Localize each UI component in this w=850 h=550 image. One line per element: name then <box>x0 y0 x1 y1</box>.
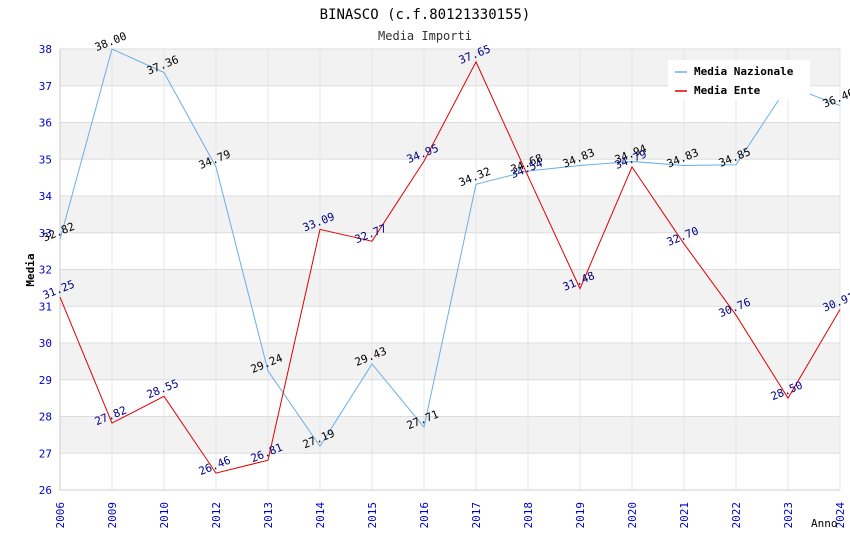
legend-label-ente: Media Ente <box>694 84 761 97</box>
y-tick-label: 38 <box>39 43 52 56</box>
series-line-nazionale <box>59 48 841 448</box>
grid-band <box>60 416 840 454</box>
x-tick-label: 2010 <box>158 502 171 529</box>
series-line-ente <box>59 60 841 474</box>
y-tick-label: 34 <box>39 190 53 203</box>
series-lines <box>59 48 841 474</box>
legend-label-nazionale: Media Nazionale <box>694 65 794 78</box>
y-tick-label: 30 <box>39 337 52 350</box>
y-tick-label: 28 <box>39 411 52 424</box>
x-tick-label: 2015 <box>366 502 379 529</box>
x-tick-label: 2016 <box>418 502 431 529</box>
x-tick-label: 2021 <box>678 502 691 529</box>
y-tick-label: 31 <box>39 300 52 313</box>
tick-labels: 26 27 28 29 30 31 32 33 34 35 36 37 38 2006 2009 2010 20… <box>39 43 847 529</box>
legend-box <box>668 60 810 100</box>
y-tick-label: 36 <box>39 117 52 130</box>
x-tick-label: 2020 <box>626 502 639 529</box>
x-tick-label: 2012 <box>210 502 223 529</box>
y-tick-label: 26 <box>39 484 52 497</box>
y-tick-label: 37 <box>39 80 52 93</box>
grid-band <box>60 453 840 490</box>
chart-subtitle: Media Importi <box>378 29 472 43</box>
axes <box>59 49 840 491</box>
x-tick-label: 2013 <box>262 502 275 529</box>
x-tick-label: 2018 <box>522 502 535 529</box>
x-tick-label: 2006 <box>54 502 67 529</box>
x-tick-label: 2014 <box>314 502 327 529</box>
x-tick-label: 2017 <box>470 502 483 529</box>
grid-band <box>60 343 840 380</box>
grid-band <box>60 306 840 343</box>
grid-band <box>60 269 840 307</box>
x-tick-label: 2019 <box>574 502 587 529</box>
legend: Media Nazionale Media Ente <box>668 60 810 100</box>
y-tick-label: 33 <box>39 227 52 240</box>
grid-bands <box>59 48 841 491</box>
grid-band <box>60 122 840 160</box>
grid-band <box>60 196 840 233</box>
y-tick-label: 35 <box>39 153 52 166</box>
y-tick-label: 32 <box>39 264 52 277</box>
y-axis-label: Media <box>24 253 37 286</box>
x-tick-label: 2022 <box>730 502 743 529</box>
y-tick-label: 27 <box>39 447 52 460</box>
x-axis-label: Anno <box>811 517 838 530</box>
x-tick-label: 2024 <box>834 502 847 529</box>
chart-title: BINASCO (c.f.80121330155) <box>320 7 531 23</box>
y-tick-label: 29 <box>39 374 52 387</box>
grid-band <box>60 379 840 417</box>
grid-band <box>60 232 840 270</box>
x-tick-label: 2009 <box>106 502 119 529</box>
x-tick-label: 2023 <box>782 502 795 529</box>
